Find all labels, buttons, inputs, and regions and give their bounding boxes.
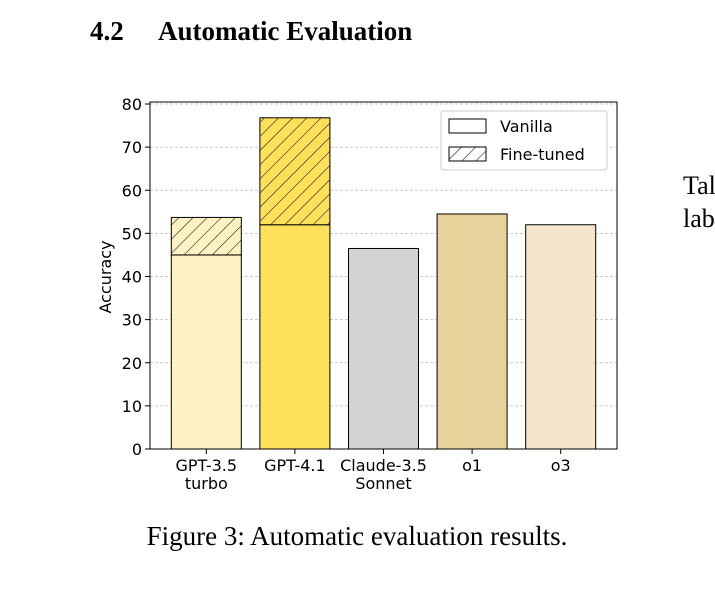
section-title: Automatic Evaluation	[158, 16, 412, 46]
x-tick-label-line: Claude-3.5	[340, 456, 427, 475]
x-tick-label: o3	[551, 456, 571, 475]
bar-vanilla	[436, 213, 508, 450]
legend: Vanilla Fine-tuned	[440, 110, 608, 171]
x-tick-label: GPT-3.5 turbo	[176, 456, 238, 493]
x-tick-label: GPT-4.1	[264, 456, 326, 475]
y-axis-label: Accuracy	[96, 240, 115, 313]
x-tick-label-line: o1	[462, 456, 482, 475]
bar-finetuned	[259, 117, 331, 226]
y-tick-label: 50	[122, 224, 142, 243]
x-tick-label-line: GPT-4.1	[264, 456, 326, 475]
figure-caption: Figure 3: Automatic evaluation results.	[147, 521, 568, 551]
side-text: lab	[683, 204, 715, 233]
bar-finetuned	[170, 216, 242, 256]
bar-vanilla	[348, 247, 419, 450]
y-tick-label: 60	[122, 181, 142, 200]
y-tick-label: 10	[122, 397, 142, 416]
y-tick-label: 20	[122, 354, 142, 373]
bar-vanilla	[170, 254, 242, 450]
x-tick-label: Claude-3.5 Sonnet	[340, 456, 427, 493]
x-tick-label: o1	[462, 456, 482, 475]
legend-label: Vanilla	[500, 117, 553, 136]
x-tick-label-line: turbo	[185, 474, 228, 493]
section-number: 4.2	[90, 16, 124, 46]
x-tick-label-line: GPT-3.5	[176, 456, 238, 475]
y-tick-label: 80	[122, 95, 142, 114]
bar-vanilla	[259, 224, 331, 450]
legend-label: Fine-tuned	[500, 145, 585, 164]
side-text: Tal	[683, 171, 715, 200]
x-tick-label-line: Sonnet	[355, 474, 411, 493]
axes-frame	[149, 101, 618, 450]
bar-vanilla	[525, 224, 597, 450]
legend-swatch	[448, 146, 487, 162]
y-tick-label: 70	[122, 138, 142, 157]
legend-swatch	[448, 118, 487, 134]
y-tick-label: 0	[132, 440, 142, 459]
x-tick-label-line: o3	[551, 456, 571, 475]
y-tick-label: 30	[122, 311, 142, 330]
y-tick-label: 40	[122, 268, 142, 287]
